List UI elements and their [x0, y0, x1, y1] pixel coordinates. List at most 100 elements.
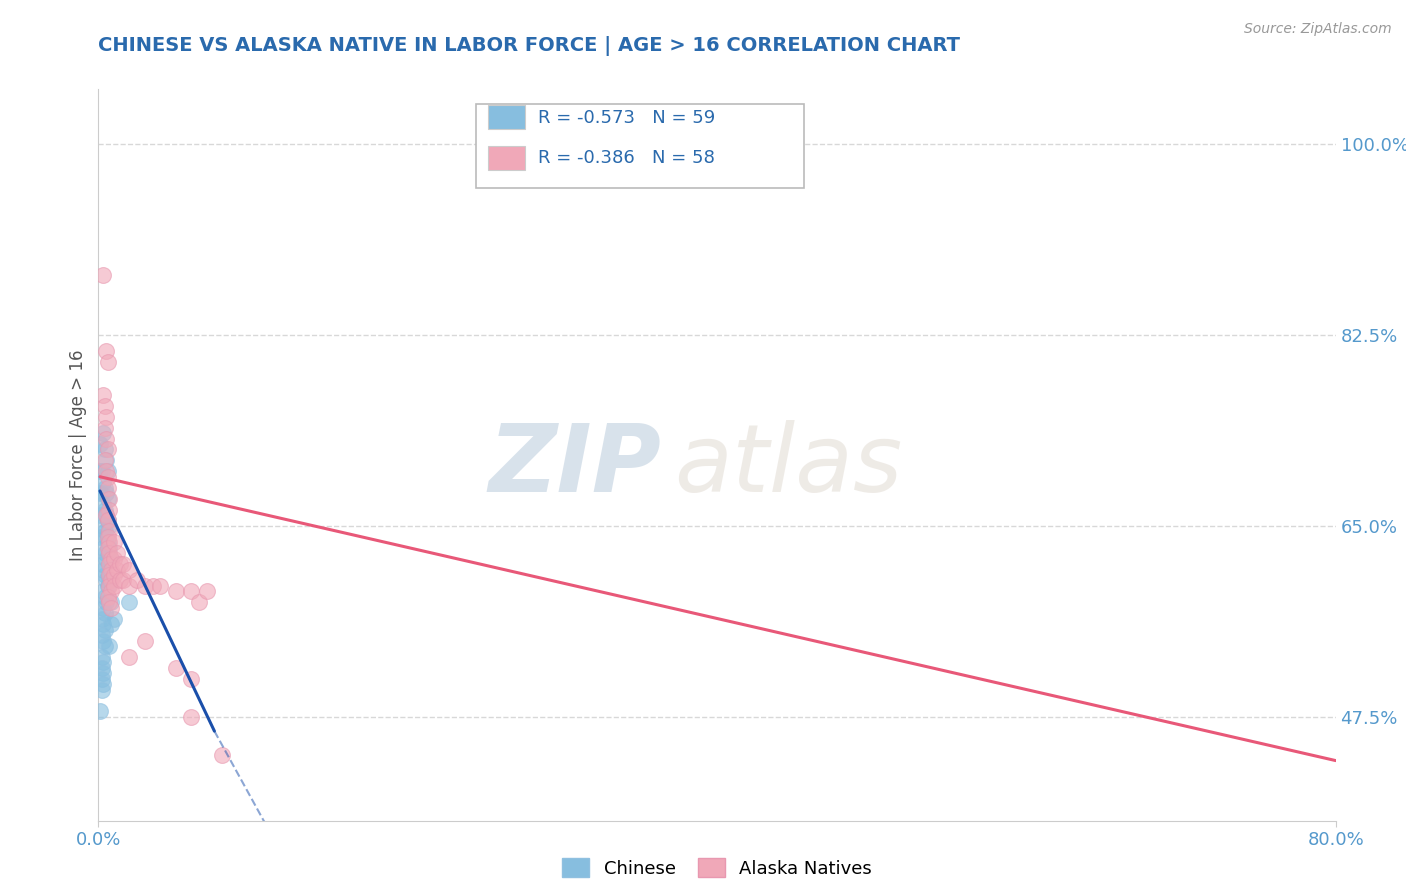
- Point: [89, 437, 111, 451]
- Point: [98, 579, 121, 593]
- Point: [98, 546, 121, 560]
- Point: [118, 579, 141, 593]
- Point: [100, 617, 122, 632]
- Point: [89, 705, 111, 719]
- Point: [96, 486, 118, 500]
- Point: [91, 475, 114, 490]
- Point: [103, 551, 125, 566]
- Point: [97, 541, 120, 555]
- Point: [89, 486, 111, 500]
- Point: [165, 661, 187, 675]
- Point: [100, 563, 122, 577]
- Point: [93, 442, 115, 457]
- Text: CHINESE VS ALASKA NATIVE IN LABOR FORCE | AGE > 16 CORRELATION CHART: CHINESE VS ALASKA NATIVE IN LABOR FORCE …: [98, 36, 960, 55]
- Point: [97, 355, 120, 369]
- Point: [98, 519, 121, 533]
- Point: [100, 574, 122, 588]
- Point: [118, 595, 141, 609]
- Point: [91, 677, 114, 691]
- Point: [89, 530, 111, 544]
- Point: [97, 513, 120, 527]
- Point: [108, 574, 131, 588]
- Point: [93, 623, 115, 637]
- Point: [93, 524, 115, 539]
- Point: [105, 546, 128, 560]
- Point: [97, 513, 120, 527]
- Point: [91, 519, 114, 533]
- Point: [100, 584, 122, 599]
- Point: [188, 595, 211, 609]
- Point: [180, 584, 202, 599]
- Point: [91, 426, 114, 441]
- FancyBboxPatch shape: [475, 103, 804, 188]
- Point: [134, 579, 156, 593]
- Point: [93, 399, 115, 413]
- Point: [100, 551, 122, 566]
- FancyBboxPatch shape: [488, 145, 526, 169]
- Point: [98, 502, 121, 516]
- Point: [100, 551, 122, 566]
- Point: [96, 409, 118, 424]
- Point: [118, 649, 141, 664]
- Point: [91, 268, 114, 282]
- Point: [112, 557, 135, 571]
- Point: [97, 481, 120, 495]
- Point: [93, 453, 115, 467]
- Point: [96, 432, 118, 446]
- Point: [97, 590, 120, 604]
- Point: [98, 595, 121, 609]
- Point: [96, 530, 118, 544]
- Point: [100, 595, 122, 609]
- Point: [97, 535, 120, 549]
- Point: [91, 656, 114, 670]
- Point: [91, 584, 114, 599]
- Point: [90, 649, 112, 664]
- Point: [93, 481, 115, 495]
- Point: [90, 486, 112, 500]
- Y-axis label: In Labor Force | Age > 16: In Labor Force | Age > 16: [69, 349, 87, 561]
- Point: [90, 612, 112, 626]
- Point: [97, 491, 120, 506]
- Point: [96, 453, 118, 467]
- Point: [90, 682, 112, 697]
- Text: ZIP: ZIP: [488, 420, 661, 512]
- Point: [149, 579, 172, 593]
- Point: [103, 535, 125, 549]
- Point: [91, 497, 114, 511]
- Point: [90, 464, 112, 478]
- Point: [98, 535, 121, 549]
- Point: [98, 568, 121, 582]
- Point: [90, 661, 112, 675]
- Point: [96, 508, 118, 522]
- Point: [91, 388, 114, 402]
- Legend: Chinese, Alaska Natives: Chinese, Alaska Natives: [555, 851, 879, 885]
- Point: [93, 590, 115, 604]
- Point: [96, 508, 118, 522]
- Point: [96, 551, 118, 566]
- Point: [93, 639, 115, 653]
- Point: [90, 672, 112, 686]
- Point: [93, 546, 115, 560]
- Point: [105, 563, 128, 577]
- Point: [97, 469, 120, 483]
- Point: [100, 600, 122, 615]
- Point: [91, 633, 114, 648]
- FancyBboxPatch shape: [488, 105, 526, 129]
- Point: [98, 491, 121, 506]
- Point: [195, 584, 218, 599]
- Point: [98, 524, 121, 539]
- Point: [91, 600, 114, 615]
- Point: [97, 442, 120, 457]
- Point: [180, 710, 202, 724]
- Point: [93, 568, 115, 582]
- Point: [90, 557, 112, 571]
- Point: [96, 574, 118, 588]
- Point: [89, 508, 111, 522]
- Text: R = -0.386   N = 58: R = -0.386 N = 58: [537, 149, 714, 167]
- Point: [93, 502, 115, 516]
- Point: [103, 612, 125, 626]
- Point: [97, 579, 120, 593]
- Point: [96, 344, 118, 359]
- Point: [91, 617, 114, 632]
- Point: [93, 420, 115, 434]
